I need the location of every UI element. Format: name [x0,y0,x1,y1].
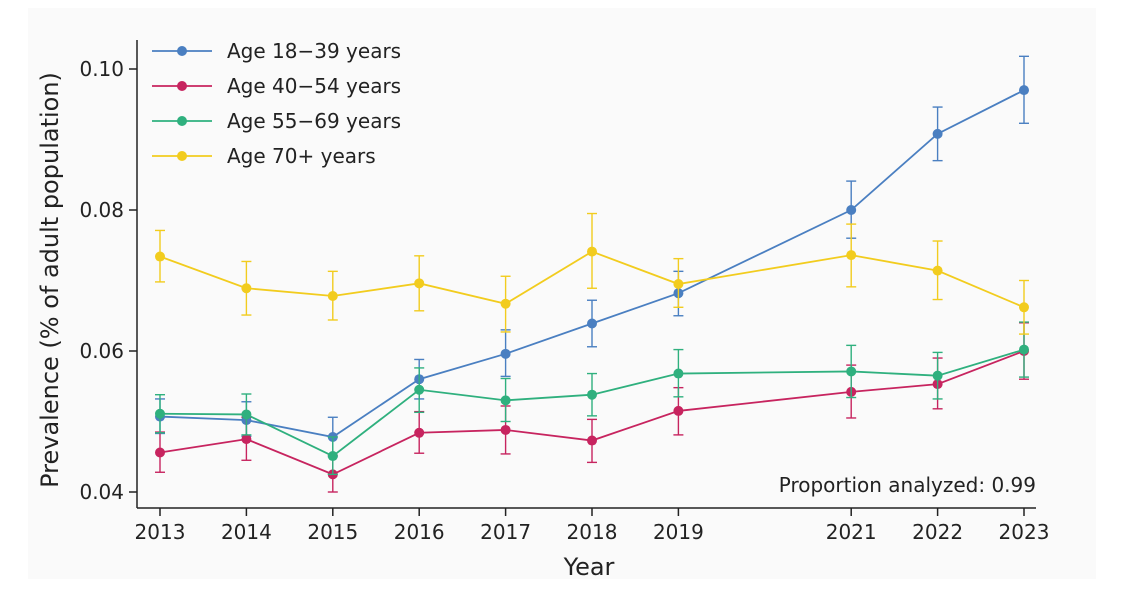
legend-marker [177,81,187,91]
data-point [846,250,857,261]
legend-marker [177,151,187,161]
series-line [159,350,1025,476]
data-point [155,447,165,458]
data-point [327,291,338,302]
data-point [673,368,684,379]
series-line [159,89,1025,438]
x-tick-label: 2022 [912,520,963,544]
data-point [500,424,511,435]
data-point [932,265,943,276]
series-line [159,250,1025,309]
data-point [155,408,165,419]
data-point [1019,85,1029,96]
series-4 [155,212,1029,335]
legend-marker [177,116,187,126]
data-point [241,409,252,420]
x-tick-label: 2018 [567,520,618,544]
data-point [414,278,425,289]
y-tick-label: 0.10 [79,57,124,81]
series-line [159,348,1025,458]
series-layer [155,55,1029,493]
legend-label: Age 70+ years [227,144,376,168]
data-point [846,366,857,377]
data-point [932,370,943,381]
x-tick-label: 2023 [999,520,1050,544]
data-point [1019,344,1029,355]
x-axis: 2013 2014 2015 2016 2017 2018 2019 2021 2022 2023 [135,507,1050,544]
data-point [587,389,597,400]
legend-label: Age 40−54 years [227,74,401,98]
data-point [587,318,597,329]
data-point [414,427,425,438]
data-point [414,384,425,395]
data-point [846,205,857,215]
data-point [1019,302,1029,313]
y-tick-label: 0.08 [79,198,124,222]
data-point [673,279,684,290]
data-point [932,128,943,139]
y-tick-label: 0.04 [79,480,124,504]
data-point [327,451,338,462]
data-point [241,434,252,445]
data-point [500,348,511,359]
data-point [155,251,165,262]
x-tick-label: 2017 [480,520,531,544]
x-tick-label: 2013 [135,520,186,544]
legend: Age 18−39 years Age 40−54 years Age 55−69 … [152,39,401,168]
data-point [241,283,252,294]
chart-background [28,8,1096,579]
data-point [500,298,511,309]
legend-marker [177,46,187,56]
proportion-note: Proportion analyzed: 0.99 [779,473,1036,497]
x-axis-title: Year [563,553,615,581]
y-ticks: 0.04 0.06 0.08 0.10 [79,57,137,504]
data-point [673,405,684,416]
legend-label: Age 18−39 years [227,39,401,63]
x-tick-label: 2016 [394,520,445,544]
x-tick-label: 2019 [653,520,704,544]
y-tick-label: 0.06 [79,339,124,363]
data-point [500,395,511,406]
data-point [587,246,597,257]
data-point [587,435,597,446]
x-ticks: 2013 2014 2015 2016 2017 2018 2019 2021 2022 2023 [135,508,1050,544]
x-tick-label: 2021 [826,520,877,544]
x-tick-label: 2015 [307,520,358,544]
x-tick-label: 2014 [221,520,272,544]
legend-label: Age 55−69 years [227,109,401,133]
y-axis-title: Prevalence (% of adult population) [36,72,64,488]
y-axis: 0.04 0.06 0.08 0.10 [79,40,138,508]
